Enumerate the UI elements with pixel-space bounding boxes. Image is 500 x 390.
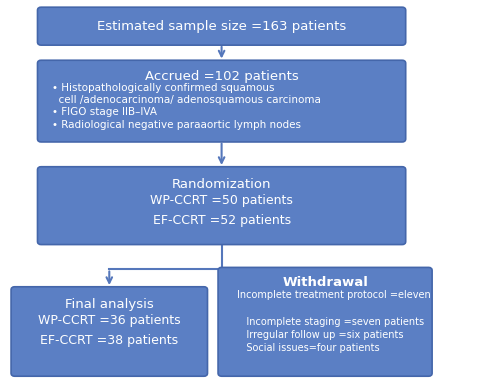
Text: Accrued =102 patients: Accrued =102 patients [144,70,298,83]
Text: WP-CCRT =36 patients: WP-CCRT =36 patients [38,314,180,327]
Text: Final analysis: Final analysis [65,298,154,310]
Text: Irregular follow up =six patients: Irregular follow up =six patients [237,330,404,340]
Text: EF-CCRT =38 patients: EF-CCRT =38 patients [40,334,178,347]
Text: Incomplete staging =seven patients: Incomplete staging =seven patients [237,317,424,326]
FancyBboxPatch shape [218,268,432,376]
Text: Estimated sample size =163 patients: Estimated sample size =163 patients [97,20,346,33]
FancyBboxPatch shape [38,7,406,45]
Text: EF-CCRT =52 patients: EF-CCRT =52 patients [152,214,290,227]
Text: • FIGO stage IIB–IVA: • FIGO stage IIB–IVA [52,108,157,117]
FancyBboxPatch shape [38,167,406,245]
Text: Randomization: Randomization [172,177,272,191]
Text: Withdrawal: Withdrawal [282,277,368,289]
Text: • Radiological negative paraaortic lymph nodes: • Radiological negative paraaortic lymph… [52,120,301,130]
Text: cell /adenocarcinoma/ adenosquamous carcinoma: cell /adenocarcinoma/ adenosquamous carc… [52,95,321,105]
Text: • Histopathologically confirmed squamous: • Histopathologically confirmed squamous [52,83,274,93]
Text: Incomplete treatment protocol =eleven patients: Incomplete treatment protocol =eleven pa… [237,290,474,300]
Text: WP-CCRT =50 patients: WP-CCRT =50 patients [150,194,293,207]
FancyBboxPatch shape [38,60,406,142]
FancyBboxPatch shape [11,287,207,376]
Text: Social issues=four patients: Social issues=four patients [237,343,380,353]
